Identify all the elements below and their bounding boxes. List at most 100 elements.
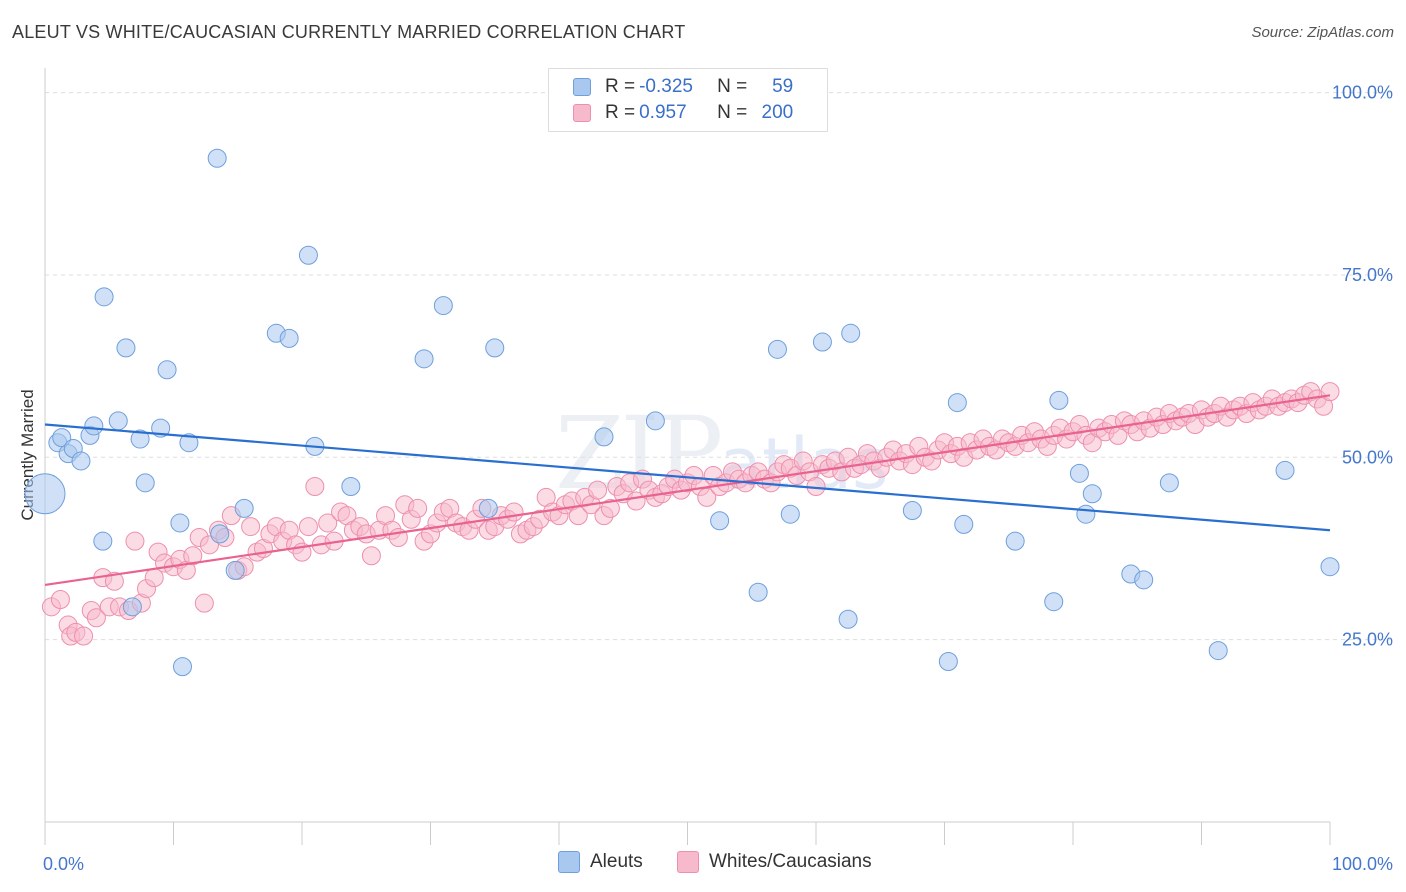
white-point xyxy=(361,546,381,566)
whites-legend-swatch xyxy=(677,851,699,873)
aleut-point xyxy=(84,416,104,436)
aleut-point xyxy=(116,338,136,358)
legend-n-label: N = xyxy=(717,76,748,97)
white-point xyxy=(86,608,106,628)
white-point xyxy=(194,593,214,613)
legend-r-value: 0.957 xyxy=(639,102,687,123)
x-tick-label: 100.0% xyxy=(1332,854,1393,874)
aleut-point xyxy=(234,498,254,518)
y-tick-label: 100.0% xyxy=(1332,83,1393,103)
aleut-point xyxy=(130,429,150,449)
aleut-point xyxy=(414,349,434,369)
white-point xyxy=(408,498,428,518)
aleut-point xyxy=(1275,460,1295,480)
aleut-point xyxy=(1005,531,1025,551)
aleut-point xyxy=(433,296,453,316)
white-point xyxy=(298,517,318,537)
white-point xyxy=(318,513,338,533)
aleuts-trend-line xyxy=(44,423,1331,532)
aleut-point xyxy=(341,476,361,496)
aleut-point xyxy=(210,524,230,544)
aleut-point xyxy=(1134,570,1154,590)
aleut-point xyxy=(748,582,768,602)
y-tick-label: 75.0% xyxy=(1342,265,1393,285)
white-point xyxy=(305,476,325,496)
legend-item-aleuts[interactable]: Aleuts xyxy=(558,851,643,873)
aleut-point xyxy=(157,360,177,380)
chart-title: ALEUT VS WHITE/CAUCASIAN CURRENTLY MARRI… xyxy=(12,22,686,42)
white-point xyxy=(104,571,124,591)
aleut-point xyxy=(179,433,199,453)
aleut-point xyxy=(841,323,861,343)
aleut-point xyxy=(1044,592,1064,612)
white-point xyxy=(600,498,620,518)
aleut-point xyxy=(52,428,72,448)
aleut-point xyxy=(1082,484,1102,504)
aleuts-series xyxy=(24,148,1340,677)
aleut-point xyxy=(122,597,142,617)
y-tick-label: 25.0% xyxy=(1342,630,1393,650)
white-point xyxy=(241,517,261,537)
aleut-point xyxy=(207,148,227,168)
legend-n-label: N = xyxy=(717,102,748,123)
aleut-point xyxy=(780,504,800,524)
axes xyxy=(44,68,1331,845)
aleut-point xyxy=(170,513,190,533)
aleut-point xyxy=(645,411,665,431)
white-point xyxy=(183,546,203,566)
y-tick-label: 50.0% xyxy=(1342,447,1393,467)
tick-labels: 25.0% 50.0% 75.0% 100.0% 0.0% 100.0% xyxy=(43,83,1393,874)
whites-trend-line xyxy=(44,394,1331,587)
white-point xyxy=(125,531,145,551)
stats-legend: R = -0.325 N = 59 R = 0.957 N = 200 xyxy=(548,68,828,132)
aleut-point xyxy=(767,339,787,359)
legend-row-whites: R = 0.957 N = 200 xyxy=(573,100,793,126)
white-point xyxy=(1320,382,1340,402)
aleut-point xyxy=(902,501,922,521)
aleuts-swatch xyxy=(573,78,591,96)
whites-legend-label: Whites/Caucasians xyxy=(709,851,872,872)
legend-r-label: R = xyxy=(605,102,636,123)
trend-lines xyxy=(44,394,1331,587)
aleut-point xyxy=(94,287,114,307)
white-point xyxy=(74,626,94,646)
aleuts-legend-swatch xyxy=(558,851,580,873)
white-point xyxy=(50,590,70,610)
grid xyxy=(45,92,1392,641)
legend-r-label: R = xyxy=(605,76,636,97)
aleut-point xyxy=(1208,641,1228,661)
legend-item-whites[interactable]: Whites/Caucasians xyxy=(677,851,872,873)
aleut-point xyxy=(478,498,498,518)
aleut-point xyxy=(838,609,858,629)
aleut-point xyxy=(1159,473,1179,493)
aleut-point xyxy=(135,473,155,493)
legend-r-value: -0.325 xyxy=(639,76,693,97)
source-label: Source: ZipAtlas.com xyxy=(1251,24,1394,41)
aleut-point xyxy=(24,473,66,515)
aleut-point xyxy=(93,531,113,551)
aleut-point xyxy=(954,514,974,534)
aleut-point xyxy=(485,338,505,358)
aleut-point xyxy=(1049,390,1069,410)
aleut-point xyxy=(594,427,614,447)
whites-series xyxy=(41,382,1340,646)
aleut-point xyxy=(1069,463,1089,483)
x-tick-label: 0.0% xyxy=(43,854,84,874)
aleut-point xyxy=(947,393,967,413)
aleut-point xyxy=(1320,557,1340,577)
aleut-point xyxy=(1076,504,1096,524)
white-point xyxy=(697,487,717,507)
aleut-point xyxy=(71,451,91,471)
legend-n-value: 200 xyxy=(761,102,794,123)
aleut-point xyxy=(108,411,128,431)
aleut-point xyxy=(225,560,245,580)
white-point xyxy=(504,502,524,522)
legend-n-value: 59 xyxy=(772,76,794,97)
aleut-point xyxy=(710,511,730,531)
white-point xyxy=(588,480,608,500)
aleut-point xyxy=(812,332,832,352)
aleut-point xyxy=(298,245,318,265)
aleuts-legend-label: Aleuts xyxy=(590,851,643,872)
aleut-point xyxy=(938,652,958,672)
